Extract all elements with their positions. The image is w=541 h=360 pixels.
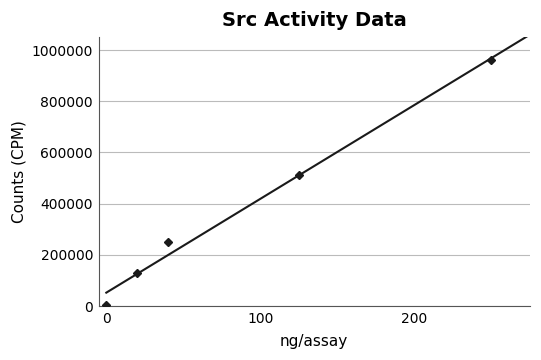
Title: Src Activity Data: Src Activity Data bbox=[222, 11, 407, 30]
X-axis label: ng/assay: ng/assay bbox=[280, 334, 348, 349]
Y-axis label: Counts (CPM): Counts (CPM) bbox=[11, 120, 26, 223]
